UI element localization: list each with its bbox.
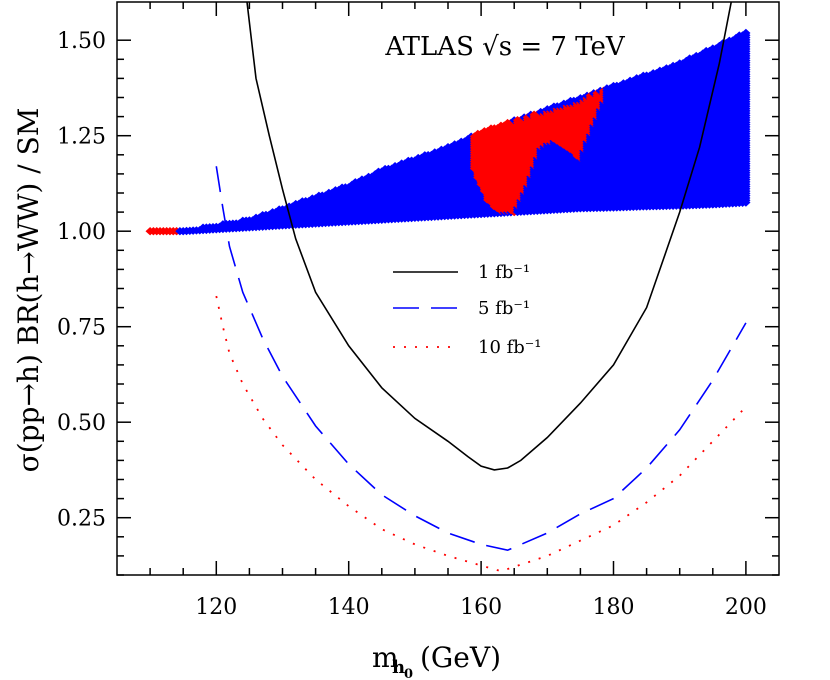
parameter-scan-band [145, 28, 751, 236]
